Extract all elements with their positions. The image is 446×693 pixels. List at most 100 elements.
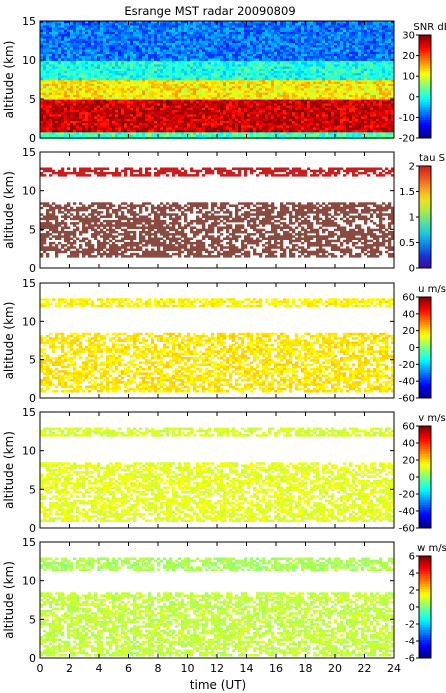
heatmap-cell <box>181 116 185 120</box>
heatmap-cell <box>136 27 140 31</box>
heatmap-cell <box>226 90 230 93</box>
heatmap-cell <box>91 64 95 67</box>
heatmap-cell <box>61 47 65 50</box>
heatmap-cell <box>274 92 278 96</box>
heatmap-cell <box>58 101 62 104</box>
heatmap-cell <box>184 134 188 138</box>
heatmap-cell <box>388 118 392 122</box>
heatmap-cell <box>226 73 230 76</box>
heatmap-cell <box>136 134 140 138</box>
heatmap-cell <box>307 79 311 82</box>
heatmap-cell <box>79 112 83 115</box>
heatmap-cell <box>346 134 350 138</box>
heatmap-cell <box>52 58 56 61</box>
heatmap-cell <box>43 92 47 96</box>
heatmap-cell <box>133 68 137 72</box>
heatmap-cell <box>115 81 119 85</box>
heatmap-cell <box>94 97 98 100</box>
heatmap-cell <box>142 103 146 106</box>
heatmap-cell <box>112 123 116 126</box>
heatmap-cell <box>259 94 263 98</box>
heatmap-cell <box>103 38 107 42</box>
heatmap-cell <box>211 107 215 111</box>
heatmap-cell <box>139 25 143 28</box>
heatmap-cell <box>40 114 44 117</box>
heatmap-cell <box>46 118 50 122</box>
heatmap-cell <box>388 129 392 133</box>
heatmap-cell <box>328 97 332 100</box>
heatmap-cell <box>79 92 83 96</box>
heatmap-cell <box>205 88 209 91</box>
heatmap-cell <box>382 94 386 98</box>
heatmap-cell <box>124 107 128 111</box>
heatmap-cell <box>139 101 143 104</box>
heatmap-cell <box>190 73 194 76</box>
heatmap-cell <box>106 54 110 57</box>
heatmap-cell <box>118 45 122 48</box>
heatmap-cell <box>55 99 59 102</box>
heatmap-cell <box>40 129 44 133</box>
heatmap-cell <box>340 86 344 89</box>
heatmap-cell <box>229 94 233 98</box>
heatmap-cell <box>172 105 176 109</box>
heatmap-cell <box>229 103 233 106</box>
heatmap-cell <box>196 118 200 122</box>
heatmap-cell <box>367 86 371 89</box>
heatmap-cell <box>151 75 155 78</box>
heatmap-cell <box>229 92 233 96</box>
heatmap-cell <box>64 125 68 128</box>
heatmap-cell <box>361 103 365 106</box>
heatmap-cell <box>364 134 368 138</box>
heatmap-cell <box>214 99 218 102</box>
heatmap-cell <box>169 86 173 89</box>
heatmap-cell <box>229 118 233 122</box>
heatmap-cell <box>121 27 125 31</box>
heatmap-cell <box>184 114 188 117</box>
heatmap-cell <box>307 92 311 96</box>
heatmap-cell <box>367 90 371 93</box>
heatmap-cell <box>367 73 371 76</box>
heatmap-cell <box>166 92 170 96</box>
heatmap-cell <box>271 116 275 120</box>
heatmap-cell <box>289 99 293 102</box>
heatmap-cell <box>103 123 107 126</box>
heatmap-cell <box>367 83 371 87</box>
heatmap-cell <box>193 127 197 131</box>
heatmap-cell <box>229 127 233 131</box>
heatmap-cell <box>232 75 236 78</box>
heatmap-cell <box>226 66 230 70</box>
heatmap-cell <box>43 132 47 135</box>
heatmap-cell <box>328 71 332 74</box>
heatmap-cell <box>178 77 182 81</box>
heatmap-cell <box>112 129 116 133</box>
heatmap-cell <box>265 77 269 81</box>
heatmap-cell <box>259 116 263 120</box>
heatmap-cell <box>103 58 107 61</box>
heatmap-cell <box>61 114 65 117</box>
heatmap-cell <box>133 23 137 26</box>
heatmap-cell <box>319 134 323 138</box>
heatmap-cell <box>193 134 197 138</box>
heatmap-cell <box>103 32 107 35</box>
heatmap-cell <box>181 123 185 126</box>
heatmap-cell <box>313 88 317 91</box>
heatmap-cell <box>361 88 365 91</box>
heatmap-cell <box>376 66 380 70</box>
heatmap-cell <box>169 77 173 81</box>
heatmap-cell <box>142 77 146 81</box>
heatmap-cell <box>325 88 329 91</box>
heatmap-cell <box>181 83 185 87</box>
heatmap-cell <box>187 90 191 93</box>
heatmap-cell <box>130 32 134 35</box>
heatmap-cell <box>334 94 338 98</box>
heatmap-cell <box>103 25 107 28</box>
heatmap-cell <box>184 99 188 102</box>
heatmap-cell <box>88 112 92 115</box>
heatmap-cell <box>316 92 320 96</box>
heatmap-cell <box>283 127 287 131</box>
heatmap-cell <box>106 77 110 81</box>
heatmap-cell <box>46 62 50 65</box>
heatmap-cell <box>379 105 383 109</box>
heatmap-cell <box>169 97 173 100</box>
heatmap-cell <box>196 62 200 65</box>
